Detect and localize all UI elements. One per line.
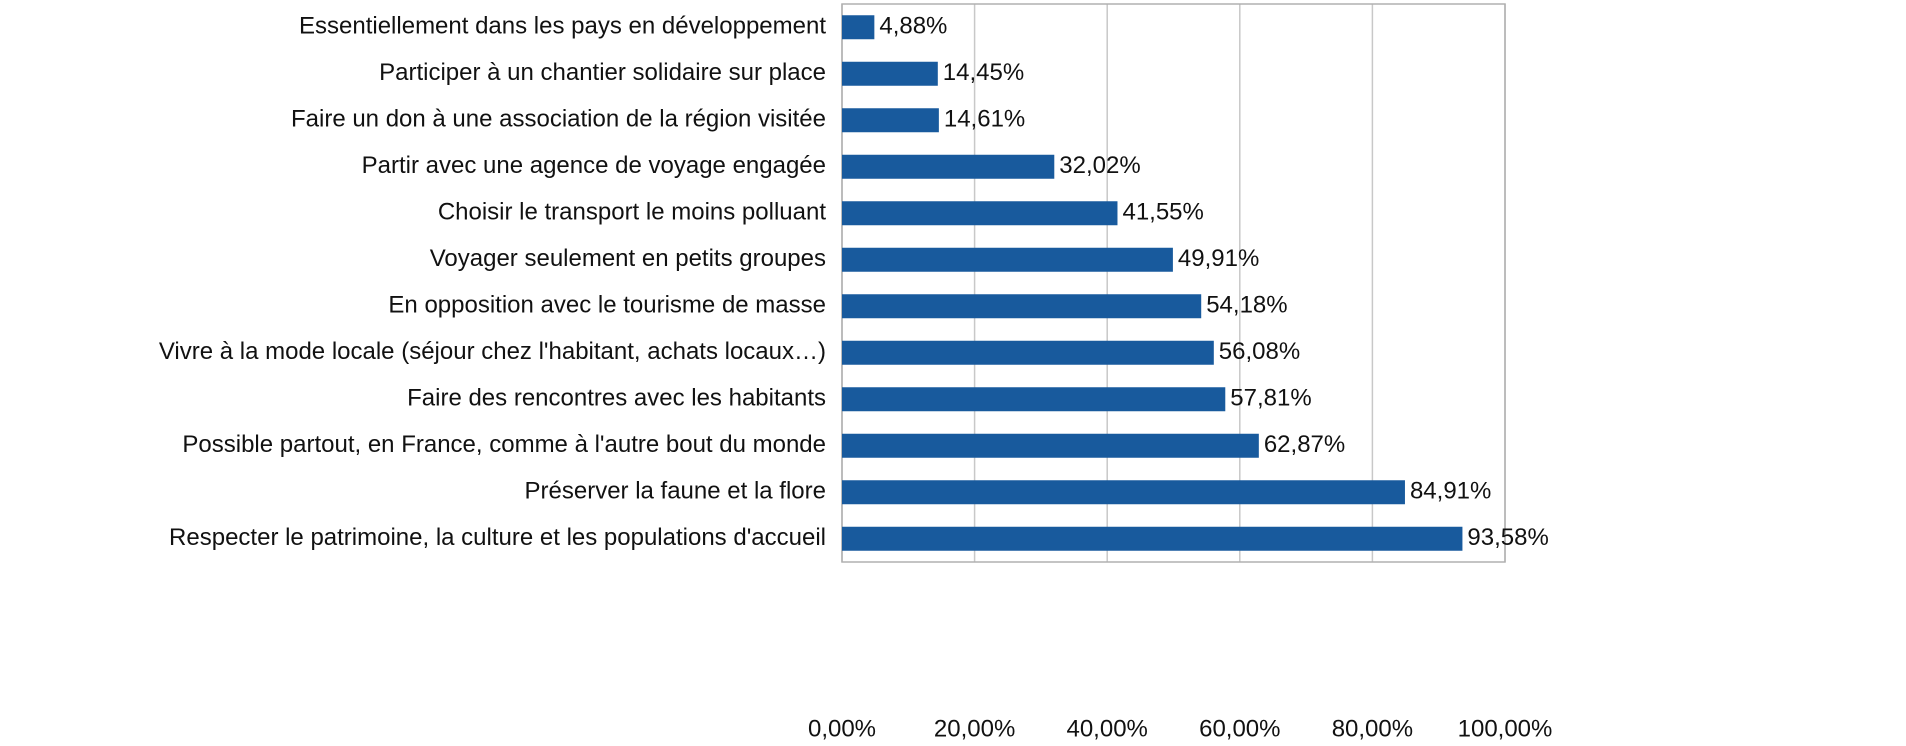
bar — [842, 108, 939, 133]
value-label: 54,18% — [1206, 292, 1287, 319]
bar — [842, 387, 1226, 412]
y-tick-label: Partir avec une agence de voyage engagée — [362, 152, 826, 179]
bar — [842, 340, 1214, 365]
value-label: 14,45% — [943, 59, 1024, 86]
y-tick-label: Vivre à la mode locale (séjour chez l'ha… — [159, 338, 826, 365]
value-label: 32,02% — [1059, 152, 1140, 179]
x-tick-label: 60,00% — [1199, 715, 1280, 742]
x-tick-label: 40,00% — [1066, 715, 1147, 742]
bar — [842, 201, 1118, 226]
value-label: 49,91% — [1178, 245, 1259, 272]
y-tick-label: Voyager seulement en petits groupes — [430, 245, 826, 272]
value-label: 62,87% — [1264, 431, 1345, 458]
x-tick-label: 100,00% — [1458, 715, 1553, 742]
bar — [842, 526, 1463, 551]
bar — [842, 433, 1259, 458]
x-tick-label: 0,00% — [808, 715, 876, 742]
value-label: 41,55% — [1122, 199, 1203, 226]
y-tick-label: Possible partout, en France, comme à l'a… — [182, 431, 826, 458]
value-label: 84,91% — [1410, 478, 1491, 505]
y-tick-label: Participer à un chantier solidaire sur p… — [379, 59, 826, 86]
y-tick-label: Faire un don à une association de la rég… — [291, 106, 826, 133]
bar — [842, 15, 875, 40]
y-tick-label: Essentiellement dans les pays en dévelop… — [299, 13, 826, 40]
bar — [842, 61, 938, 86]
bar — [842, 480, 1405, 505]
value-label: 14,61% — [944, 106, 1025, 133]
value-label: 56,08% — [1219, 338, 1300, 365]
y-tick-label: Choisir le transport le moins polluant — [438, 199, 827, 226]
value-label: 93,58% — [1467, 524, 1548, 551]
bar — [842, 247, 1173, 272]
bar — [842, 294, 1202, 319]
y-tick-label: Préserver la faune et la flore — [525, 478, 827, 505]
y-tick-label: Respecter le patrimoine, la culture et l… — [169, 524, 826, 551]
x-tick-label: 20,00% — [934, 715, 1015, 742]
value-label: 4,88% — [879, 13, 947, 40]
value-label: 57,81% — [1230, 385, 1311, 412]
x-tick-label: 80,00% — [1332, 715, 1413, 742]
bar — [842, 154, 1055, 179]
y-tick-label: En opposition avec le tourisme de masse — [388, 292, 826, 319]
plot-border — [841, 3, 1506, 563]
y-tick-label: Faire des rencontres avec les habitants — [407, 385, 826, 412]
